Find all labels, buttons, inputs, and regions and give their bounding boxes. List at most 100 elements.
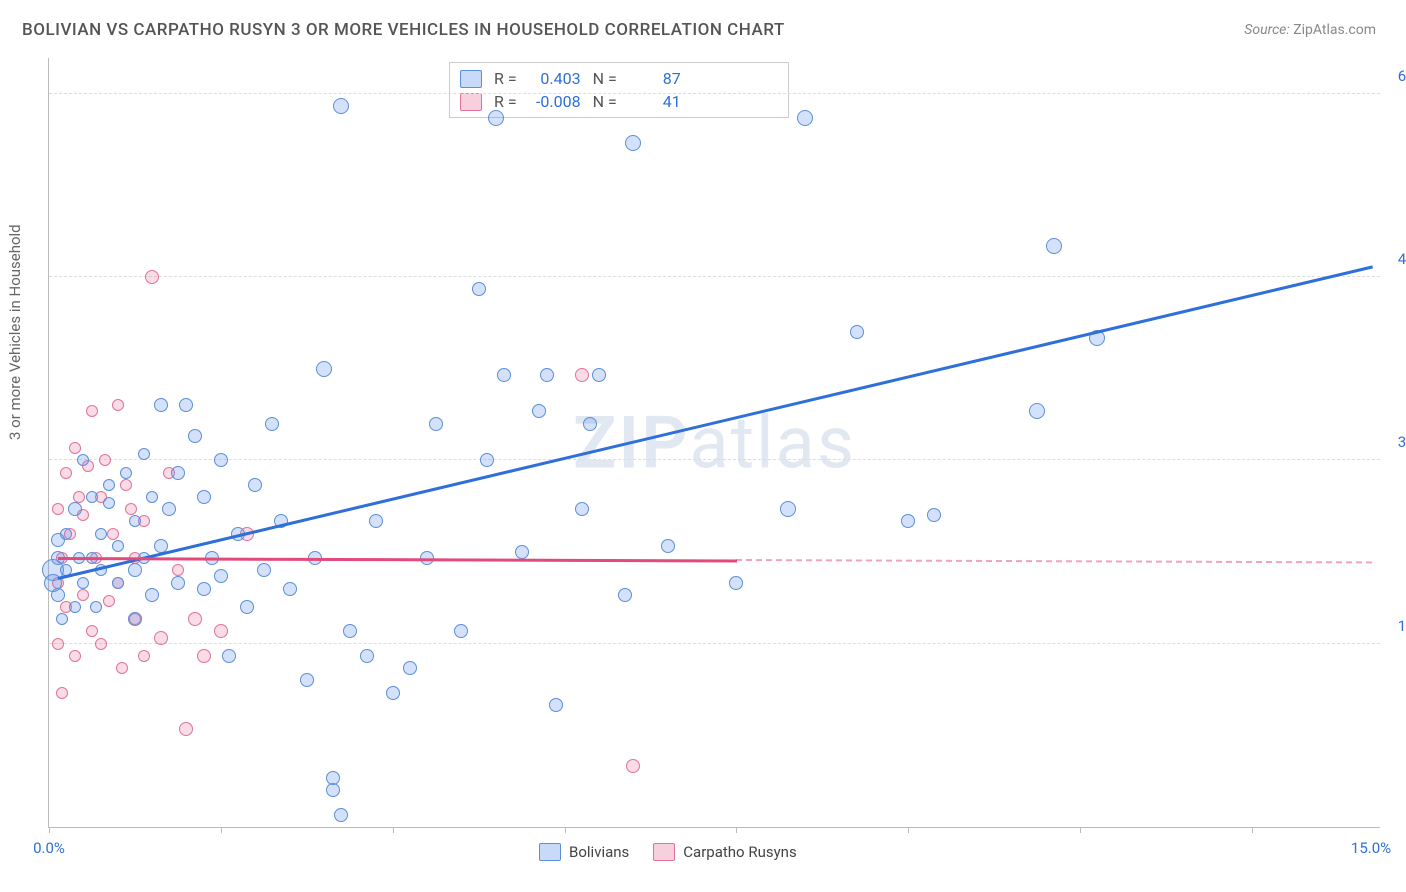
legend-item: Carpatho Rusyns: [653, 843, 796, 861]
source-label: Source:: [1244, 22, 1289, 38]
data-point: [326, 783, 340, 797]
data-point: [626, 759, 640, 773]
data-point: [326, 771, 340, 785]
data-point: [112, 577, 124, 589]
swatch-icon: [460, 70, 482, 88]
data-point: [77, 454, 89, 466]
data-point: [403, 661, 417, 675]
stat-n-value: 41: [629, 92, 681, 111]
stat-r-value: -0.008: [529, 92, 581, 111]
data-point: [171, 576, 185, 590]
data-point: [52, 638, 64, 650]
data-point: [333, 98, 349, 114]
data-point: [145, 588, 159, 602]
data-point: [129, 515, 141, 527]
data-point: [283, 582, 297, 596]
data-point: [128, 563, 142, 577]
y-tick-label: 30.0%: [1398, 433, 1406, 451]
data-point: [265, 417, 279, 431]
data-point: [69, 442, 81, 454]
data-point: [343, 624, 357, 638]
y-axis-label: 3 or more Vehicles in Household: [6, 224, 24, 440]
data-point: [99, 454, 111, 466]
data-point: [575, 502, 589, 516]
stat-key: R =: [494, 92, 517, 111]
stat-key: R =: [494, 69, 517, 88]
stat-key: N =: [593, 69, 617, 88]
data-point: [68, 502, 82, 516]
data-point: [77, 577, 89, 589]
x-tick-mark: [908, 827, 909, 833]
data-point: [138, 448, 150, 460]
data-point: [146, 491, 158, 503]
data-point: [95, 528, 107, 540]
data-point: [540, 368, 554, 382]
y-tick-label: 15.0%: [1398, 617, 1406, 635]
data-point: [56, 613, 68, 625]
data-point: [901, 514, 915, 528]
data-point: [927, 508, 941, 522]
data-point: [429, 417, 443, 431]
data-point: [369, 514, 383, 528]
data-point: [618, 588, 632, 602]
data-point: [120, 479, 132, 491]
data-point: [86, 405, 98, 417]
data-point: [86, 491, 98, 503]
data-point: [103, 497, 115, 509]
scatter-plot: ZIPatlas R = 0.403 N = 87 R = -0.008 N =…: [48, 58, 1380, 828]
data-point: [197, 582, 211, 596]
data-point: [214, 569, 228, 583]
data-point: [583, 417, 597, 431]
data-point: [188, 612, 202, 626]
data-point: [154, 631, 168, 645]
gridline: [49, 276, 1380, 277]
data-point: [90, 601, 102, 613]
x-tick-mark: [49, 827, 50, 833]
data-point: [222, 649, 236, 663]
data-point: [316, 361, 332, 377]
series-legend: Bolivians Carpatho Rusyns: [539, 843, 797, 861]
data-point: [112, 399, 124, 411]
data-point: [145, 270, 159, 284]
data-point: [488, 110, 504, 126]
data-point: [515, 545, 529, 559]
data-point: [77, 589, 89, 601]
data-point: [112, 540, 124, 552]
data-point: [300, 673, 314, 687]
stats-row: R = 0.403 N = 87: [460, 67, 778, 90]
data-point: [179, 398, 193, 412]
data-point: [729, 576, 743, 590]
data-point: [179, 722, 193, 736]
data-point: [52, 503, 64, 515]
trend-line: [57, 266, 1372, 580]
data-point: [797, 110, 813, 126]
data-point: [69, 650, 81, 662]
data-point: [95, 638, 107, 650]
legend-item: Bolivians: [539, 843, 629, 861]
data-point: [497, 368, 511, 382]
data-point: [1029, 403, 1045, 419]
swatch-icon: [653, 843, 675, 861]
data-point: [480, 453, 494, 467]
data-point: [454, 624, 468, 638]
data-point: [116, 662, 128, 674]
data-point: [86, 625, 98, 637]
data-point: [197, 649, 211, 663]
data-point: [128, 612, 142, 626]
x-tick-mark: [565, 827, 566, 833]
data-point: [162, 502, 176, 516]
data-point: [154, 398, 168, 412]
x-tick-mark: [736, 827, 737, 833]
x-tick-label: 0.0%: [33, 839, 65, 857]
legend-label: Carpatho Rusyns: [683, 843, 796, 861]
data-point: [125, 503, 137, 515]
x-tick-label: 15.0%: [1351, 839, 1391, 857]
swatch-icon: [460, 93, 482, 111]
stat-n-value: 87: [629, 69, 681, 88]
watermark: ZIPatlas: [573, 400, 856, 485]
data-point: [386, 686, 400, 700]
trend-line: [58, 557, 737, 562]
data-point: [214, 624, 228, 638]
stat-r-value: 0.403: [529, 69, 581, 88]
chart-title: BOLIVIAN VS CARPATHO RUSYN 3 OR MORE VEH…: [22, 20, 785, 40]
